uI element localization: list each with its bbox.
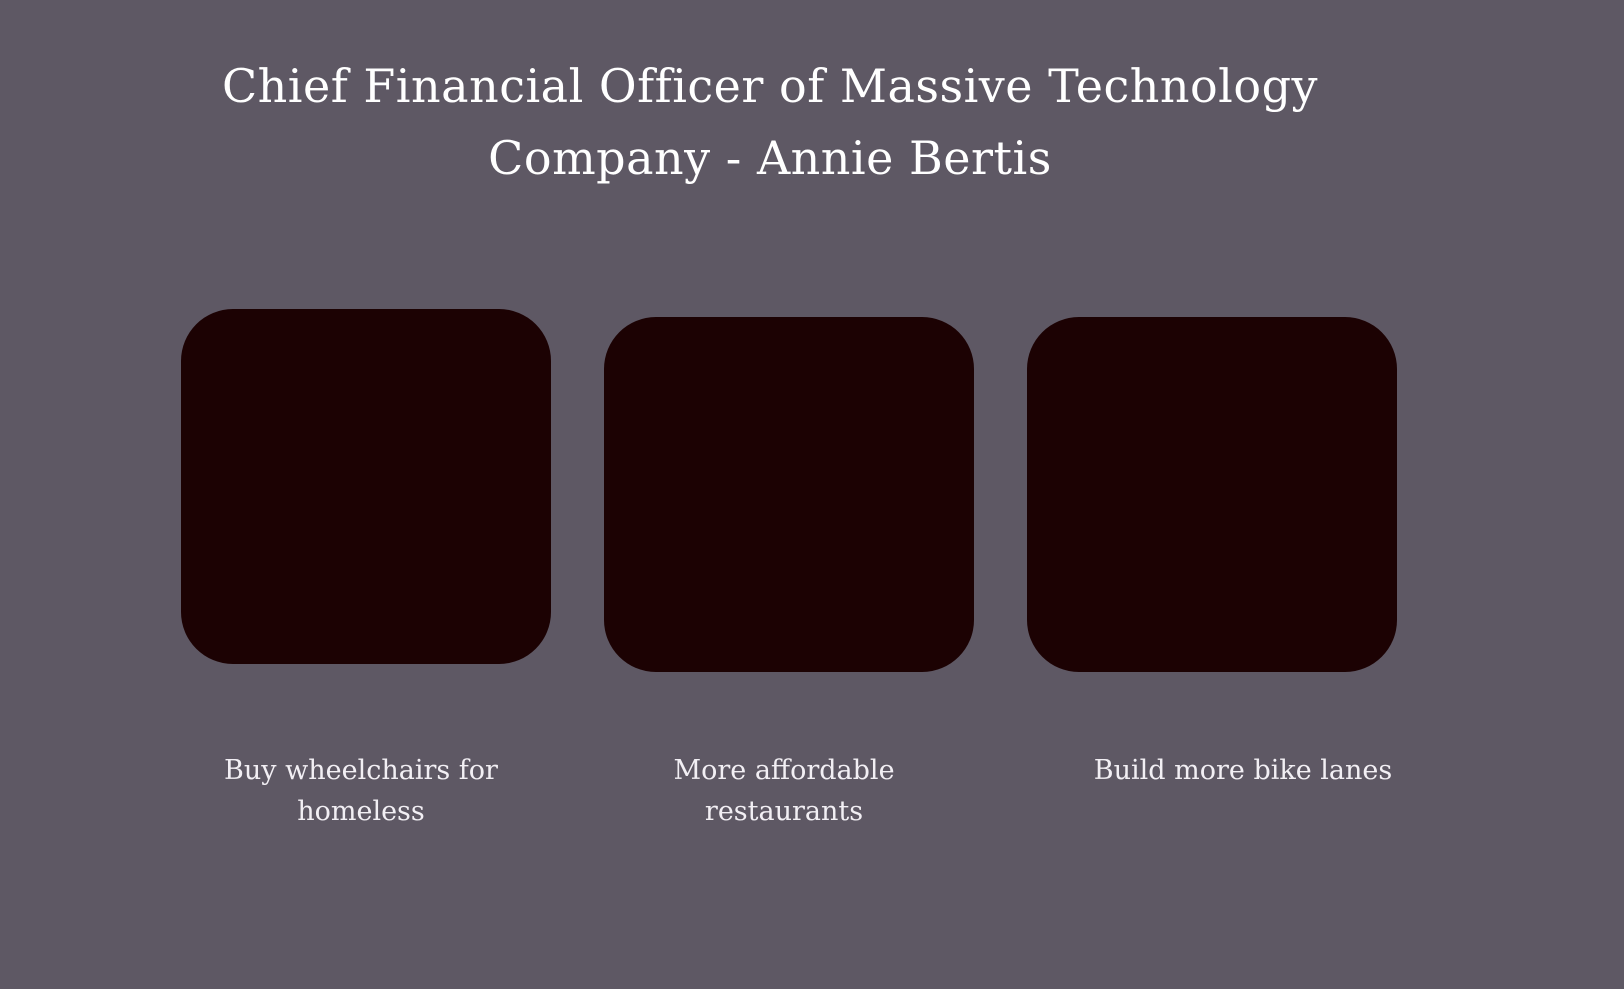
image-placeholder-3 (1027, 317, 1397, 672)
image-placeholder-2 (604, 317, 974, 672)
slide-title: Chief Financial Officer of Massive Techn… (221, 59, 1319, 185)
caption-3: Build more bike lanes (1093, 755, 1393, 786)
caption-2: More affordable restaurants (673, 755, 895, 827)
image-placeholder-1 (181, 309, 551, 664)
caption-1: Buy wheelchairs for homeless (224, 755, 498, 827)
